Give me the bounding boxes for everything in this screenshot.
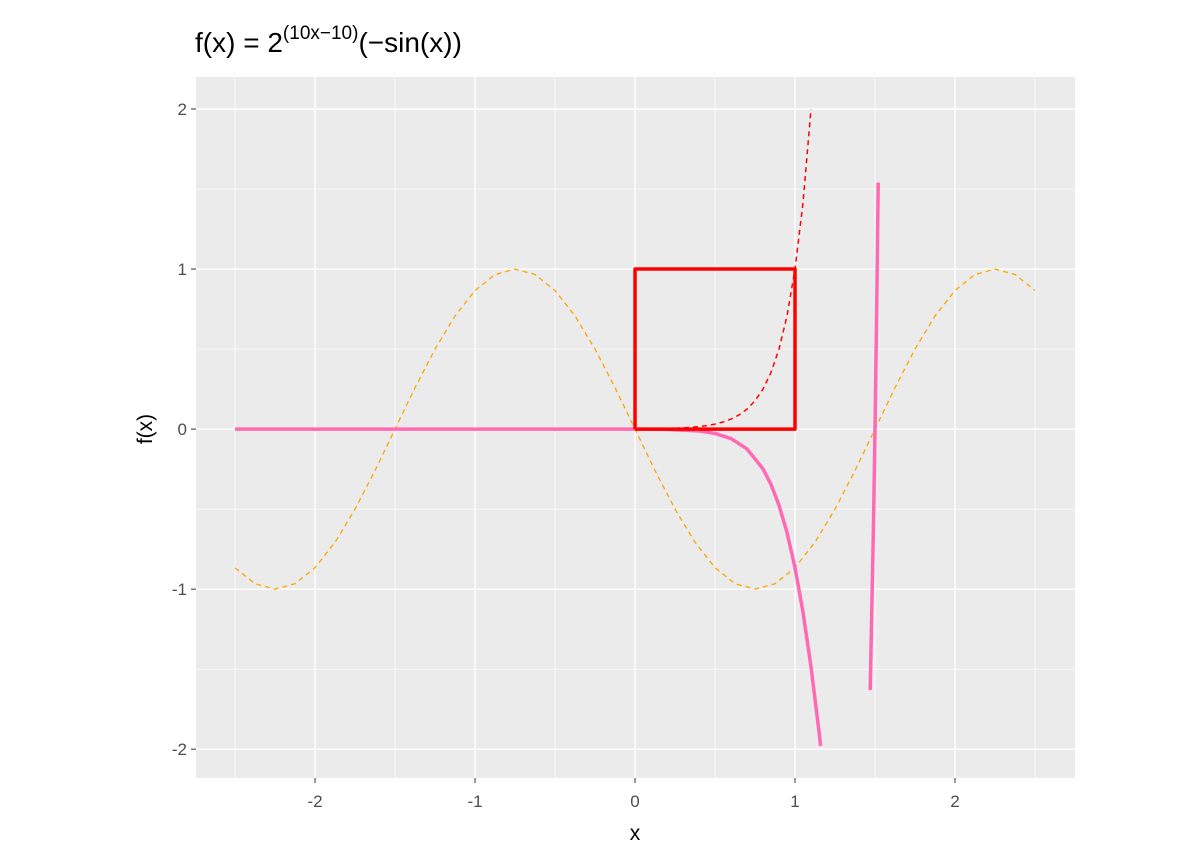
series-line	[633, 267, 797, 431]
y-tick-label: 0	[178, 420, 187, 439]
y-tick-label: 2	[178, 100, 187, 119]
x-tick-label: 0	[630, 792, 639, 811]
x-tick-label: -1	[467, 792, 482, 811]
series-line	[674, 108, 812, 429]
title-superscript: (10x−10)	[283, 23, 359, 44]
title-base: f(x) = 2	[195, 27, 283, 58]
title-tail: (−sin(x))	[358, 27, 461, 58]
series-line	[235, 182, 880, 747]
y-tick-label: -2	[172, 740, 187, 759]
x-tick-label: 2	[950, 792, 959, 811]
x-tick-label: 1	[790, 792, 799, 811]
y-tick-label: 1	[178, 260, 187, 279]
x-tick-label: -2	[307, 792, 322, 811]
chart-title: f(x) = 2(10x−10)(−sin(x))	[195, 23, 462, 58]
x-axis-title: x	[630, 822, 641, 845]
y-tick-label: -1	[172, 580, 187, 599]
y-axis-title: f(x)	[134, 414, 157, 444]
